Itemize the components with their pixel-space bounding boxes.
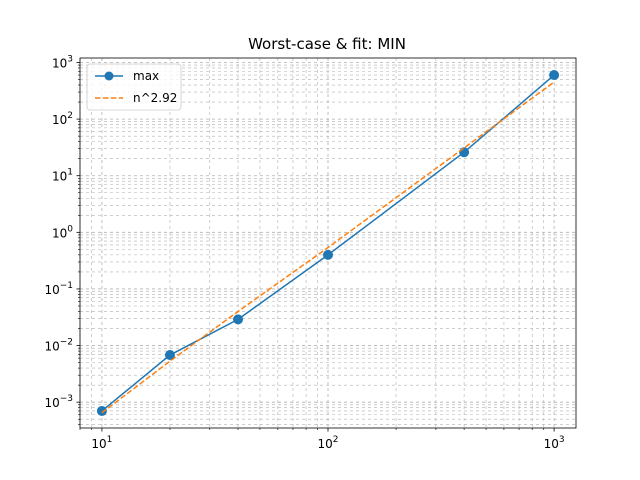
tick-label-exponent: 0 <box>67 224 73 234</box>
tick-label-base: 10 <box>52 226 67 240</box>
tick-label-base: 10 <box>544 437 559 451</box>
series-line-1 <box>101 81 555 414</box>
x-tick-label: 102 <box>317 435 338 451</box>
legend: max n^2.92 <box>86 63 182 111</box>
y-tick-label: 10−1 <box>44 281 73 297</box>
grid <box>79 58 576 428</box>
series-line-0 <box>101 74 555 412</box>
tick-label-exponent: 2 <box>67 111 73 121</box>
tick-label-base: 10 <box>52 113 67 127</box>
legend-label-0: max <box>133 69 159 83</box>
data-point <box>164 350 175 361</box>
plot-series <box>96 70 560 416</box>
data-point <box>323 249 333 260</box>
data-point <box>96 405 107 416</box>
tick-label-base: 10 <box>52 170 67 184</box>
y-tick-label: 10−2 <box>44 338 73 354</box>
x-tick-label: 101 <box>91 435 112 451</box>
tick-label-exponent: 3 <box>559 435 565 445</box>
tick-label-exponent: −3 <box>60 394 73 404</box>
y-tick-label: 100 <box>52 224 73 240</box>
tick-label-exponent: 1 <box>67 168 73 178</box>
tick-label-exponent: 1 <box>107 435 113 445</box>
tick-label-exponent: −1 <box>60 281 73 291</box>
tick-label-exponent: 3 <box>67 54 73 64</box>
y-tick-label: 101 <box>52 168 73 184</box>
y-tick-label: 103 <box>52 54 73 70</box>
tick-label-exponent: 2 <box>333 435 339 445</box>
data-point <box>459 147 470 158</box>
x-tick-label: 103 <box>544 435 565 451</box>
tick-label-base: 10 <box>44 396 59 410</box>
tick-label-base: 10 <box>52 56 67 70</box>
legend-label-1: n^2.92 <box>133 91 177 105</box>
legend-marker-0 <box>104 71 114 81</box>
chart-title: Worst-case & fit: MIN <box>248 35 406 53</box>
y-tick-label: 10−3 <box>44 394 73 410</box>
tick-label-base: 10 <box>44 340 59 354</box>
tick-label-base: 10 <box>317 437 332 451</box>
data-point <box>233 314 244 325</box>
y-tick-label: 102 <box>52 111 73 127</box>
tick-label-exponent: −2 <box>60 338 73 348</box>
tick-label-base: 10 <box>44 283 59 297</box>
tick-label-base: 10 <box>91 437 106 451</box>
data-point <box>549 70 560 81</box>
